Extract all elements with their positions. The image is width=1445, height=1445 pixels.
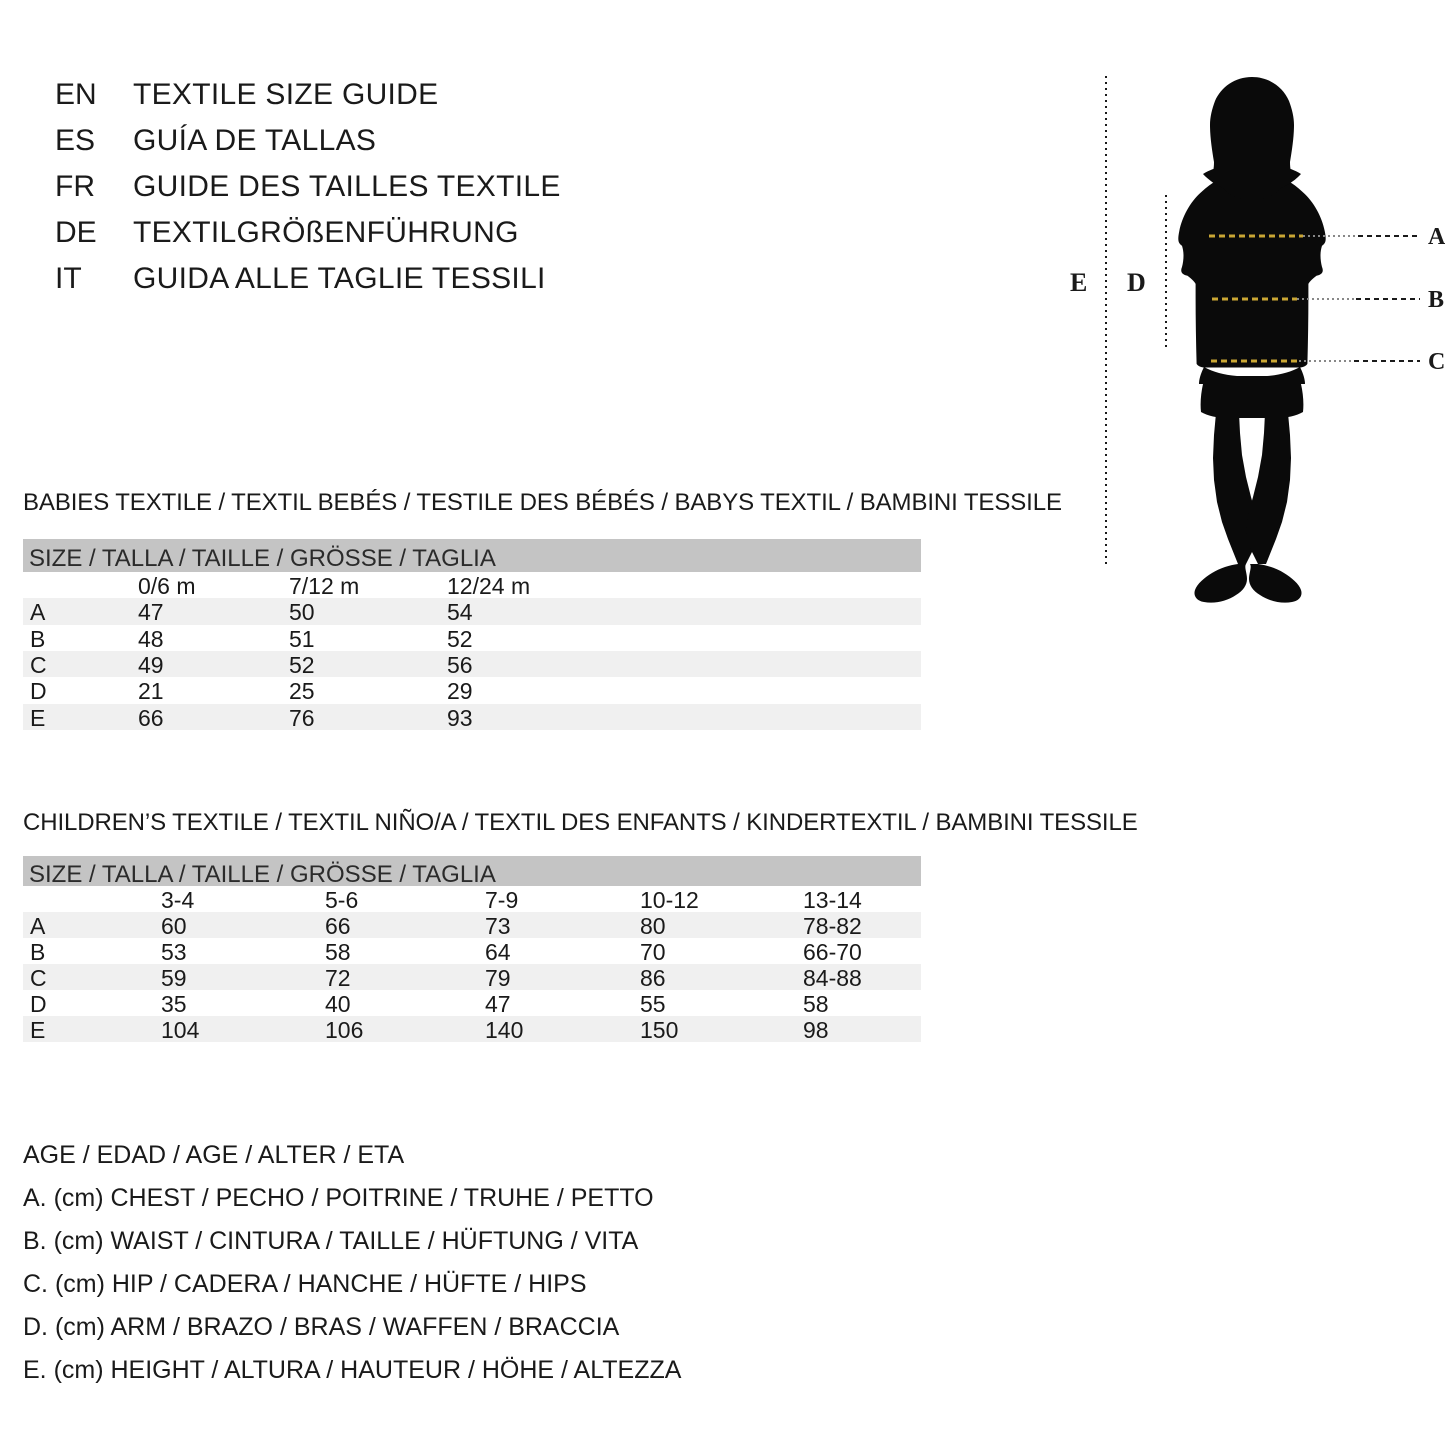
svg-text:D: D	[1127, 268, 1146, 297]
svg-text:A: A	[1428, 224, 1445, 250]
svg-text:C: C	[1428, 349, 1445, 375]
svg-text:B: B	[1428, 287, 1444, 313]
svg-text:E: E	[1070, 268, 1087, 297]
